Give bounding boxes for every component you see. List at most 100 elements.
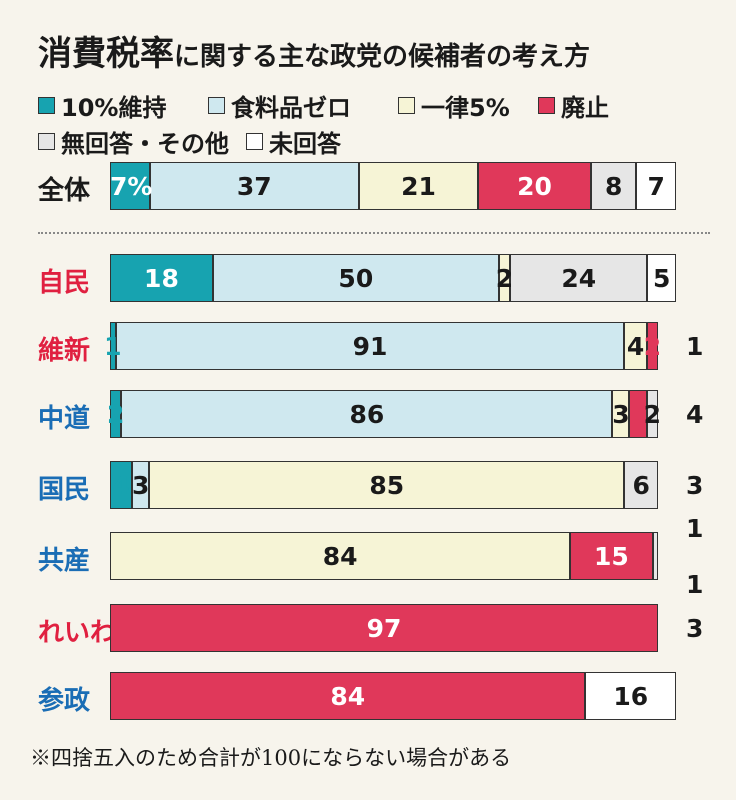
bar-segment xyxy=(110,461,133,509)
bar-segment xyxy=(585,672,676,720)
bar xyxy=(110,254,676,302)
category-label: 国民 xyxy=(38,475,91,505)
data-label: 3 xyxy=(612,400,630,429)
category-label: 中道 xyxy=(38,404,91,434)
data-label: 2 xyxy=(643,400,661,429)
legend-swatch xyxy=(538,97,555,114)
chart-title-main: 消費税率 xyxy=(38,34,174,74)
data-label: 5 xyxy=(652,264,671,293)
data-label: 3 xyxy=(686,471,704,500)
bar xyxy=(110,532,676,580)
bar-segment xyxy=(110,604,658,652)
data-label: 7% xyxy=(110,172,153,201)
data-label: 1 xyxy=(686,332,704,361)
bar-segment xyxy=(110,532,571,580)
category-label: れいわ xyxy=(38,618,117,648)
bar-segment xyxy=(477,162,592,210)
data-label: 85 xyxy=(369,471,405,500)
data-label: 18 xyxy=(144,264,179,293)
data-label: 2 xyxy=(643,332,662,361)
bar xyxy=(110,162,676,210)
bar xyxy=(110,461,676,509)
category-label: 自民 xyxy=(38,268,91,298)
bar-segment xyxy=(110,254,213,302)
data-label: 1 xyxy=(686,514,704,543)
bar-segment xyxy=(646,322,658,370)
legend-swatch xyxy=(246,133,263,150)
chart-title: 消費税率に関する主な政党の候補者の考え方 xyxy=(38,26,590,75)
legend-label: 一律5% xyxy=(421,94,510,122)
legend-label: 廃止 xyxy=(561,94,609,122)
data-label: 4 xyxy=(626,332,645,361)
data-label: 86 xyxy=(349,400,385,429)
bar xyxy=(110,390,676,438)
bar-segment xyxy=(115,322,625,370)
legend-label: 食料品ゼロ xyxy=(231,94,351,122)
bar-segment xyxy=(510,254,648,302)
legend-item: 10%維持 xyxy=(38,88,166,123)
bar-segment xyxy=(498,254,511,302)
data-label: 15 xyxy=(594,542,629,571)
data-label: 37 xyxy=(236,172,272,201)
bar-segment xyxy=(359,162,478,210)
data-label: 84 xyxy=(330,682,366,711)
bar-segment xyxy=(624,461,658,509)
bar xyxy=(110,672,676,720)
legend-item: 食料品ゼロ xyxy=(208,88,351,123)
data-label: 2 xyxy=(495,264,514,293)
data-label: 16 xyxy=(613,682,649,711)
data-label: 7 xyxy=(647,172,665,201)
legend-label: 10%維持 xyxy=(61,94,167,122)
legend-swatch xyxy=(398,97,415,114)
legend-swatch xyxy=(38,133,55,150)
bar-segment xyxy=(629,390,647,438)
bar-segment xyxy=(636,162,676,210)
bar-segment xyxy=(110,672,586,720)
data-label: 24 xyxy=(561,264,597,293)
data-label: 1 xyxy=(104,332,122,361)
data-label: 8 xyxy=(605,172,623,201)
legend-swatch xyxy=(38,97,55,114)
legend-item: 無回答・その他 xyxy=(38,124,229,159)
bar-segment xyxy=(652,532,658,580)
chart-title-sub: に関する主な政党の候補者の考え方 xyxy=(174,42,591,72)
bar-segment xyxy=(149,162,360,210)
category-label: 参政 xyxy=(38,686,91,716)
data-label: 97 xyxy=(366,614,402,643)
data-label: 3 xyxy=(686,614,704,643)
bar-segment xyxy=(110,162,150,210)
data-label: 50 xyxy=(338,264,374,293)
data-label: 4 xyxy=(686,400,704,429)
bar-segment xyxy=(121,390,613,438)
bar-segment xyxy=(624,322,647,370)
category-label: 全体 xyxy=(38,176,91,206)
divider xyxy=(38,232,710,234)
bar-segment xyxy=(132,461,150,509)
legend-item: 廃止 xyxy=(538,88,609,123)
data-label: 3 xyxy=(629,400,647,429)
data-label: 20 xyxy=(517,172,552,201)
bar xyxy=(110,322,676,370)
bar-segment xyxy=(612,390,630,438)
bar-segment xyxy=(647,254,676,302)
data-label: 4 xyxy=(112,471,130,500)
data-label: 1 xyxy=(686,570,704,599)
bar-segment xyxy=(570,532,653,580)
legend-label: 未回答 xyxy=(269,130,341,158)
data-label: 6 xyxy=(632,471,650,500)
bar-segment xyxy=(110,390,122,438)
category-label: 共産 xyxy=(38,546,91,576)
bar-segment xyxy=(149,461,625,509)
data-label: 84 xyxy=(322,542,358,571)
data-label: 91 xyxy=(352,332,388,361)
data-label: 21 xyxy=(401,172,436,201)
data-label: 2 xyxy=(107,400,125,429)
legend-label: 無回答・その他 xyxy=(61,130,229,158)
bar xyxy=(110,604,676,652)
bar-segment xyxy=(591,162,637,210)
legend-item: 一律5% xyxy=(398,88,510,123)
footnote: ※四捨五入のため合計が100にならない場合がある xyxy=(30,746,512,770)
bar-segment xyxy=(212,254,499,302)
data-label: 3 xyxy=(132,471,150,500)
category-label: 維新 xyxy=(38,336,91,366)
